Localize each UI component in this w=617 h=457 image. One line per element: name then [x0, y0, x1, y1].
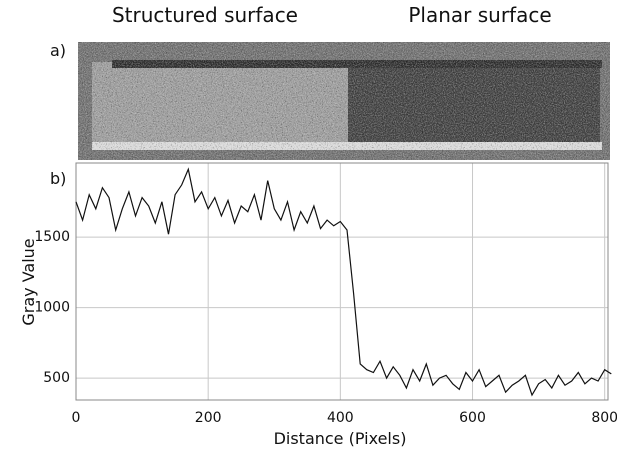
x-tick-label: 800 [591, 410, 617, 426]
data-line [75, 167, 612, 397]
panel-label: b) [50, 169, 66, 188]
y-tick-label: 1000 [34, 300, 70, 316]
x-tick-label: 400 [327, 410, 354, 426]
y-axis-label: Gray Value [19, 238, 38, 325]
y-tick-label: 1500 [34, 229, 70, 245]
x-tick-label: 200 [195, 410, 222, 426]
image-label: Structured surface [112, 3, 298, 27]
y-tick-label: 500 [43, 370, 70, 386]
image-label: Planar surface [408, 3, 551, 27]
plot-area [76, 163, 608, 400]
panel-label: a) [50, 41, 66, 60]
sample-image [78, 42, 610, 160]
plot-frame [75, 162, 609, 401]
x-tick-label: 0 [72, 410, 81, 426]
x-tick-label: 600 [459, 410, 486, 426]
x-axis-label: Distance (Pixels) [274, 429, 407, 448]
